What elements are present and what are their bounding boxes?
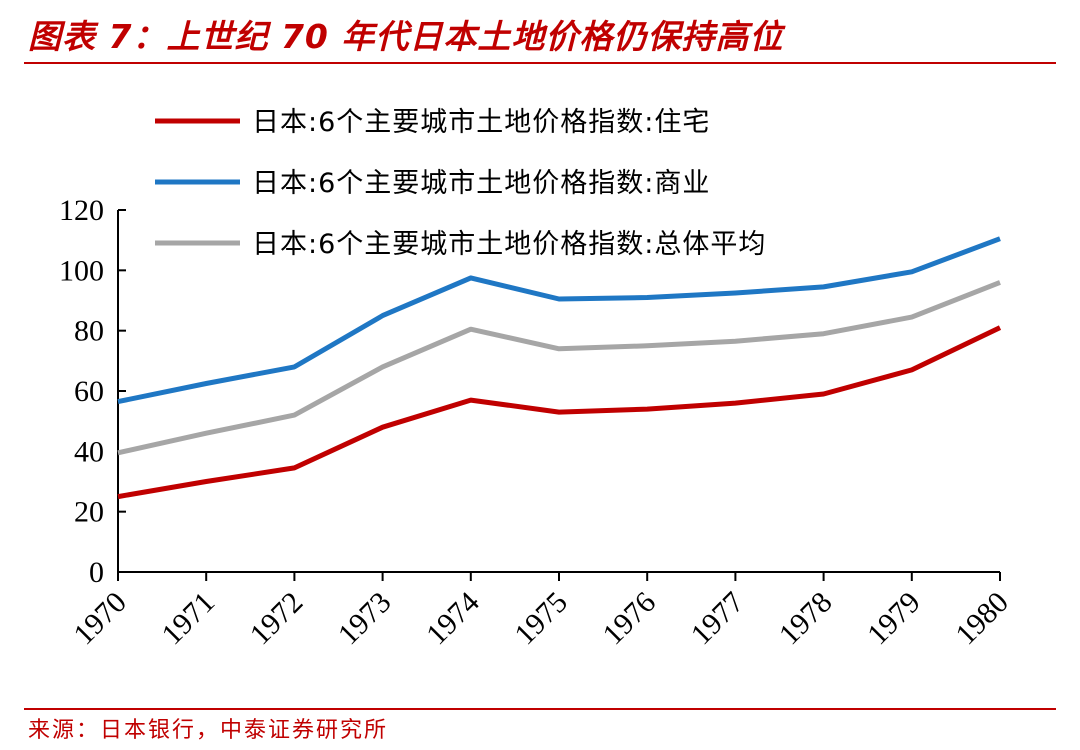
chart-title: 图表 7：上世纪 70 年代日本土地价格仍保持高位 [28, 17, 784, 56]
y-tick-label: 80 [74, 315, 104, 348]
x-tick-label: 1970 [67, 586, 133, 652]
source-note: 来源：日本银行，中泰证券研究所 [28, 718, 389, 743]
legend-label-average: 日本:6个主要城市土地价格指数:总体平均 [252, 229, 766, 260]
x-tick-label: 1978 [773, 586, 839, 652]
y-tick-label: 100 [59, 254, 104, 287]
legend-label-residential: 日本:6个主要城市土地价格指数:住宅 [252, 107, 710, 138]
footer-divider [24, 708, 1056, 710]
series-line-commercial [117, 236, 1001, 405]
x-tick-label: 1972 [244, 586, 310, 652]
title-divider [24, 62, 1056, 64]
x-tick-label: 1979 [861, 586, 927, 652]
y-tick-label: 60 [74, 375, 104, 408]
y-tick-label: 40 [74, 435, 104, 468]
x-tick-label: 1977 [685, 586, 751, 652]
series-line-residential [117, 325, 1002, 500]
x-tick-label: 1976 [596, 586, 662, 652]
y-tick-label: 0 [89, 556, 104, 589]
chart-legend: 日本:6个主要城市土地价格指数:住宅日本:6个主要城市土地价格指数:商业日本:6… [155, 107, 766, 260]
x-tick-label: 1973 [332, 586, 398, 652]
series-line-average [117, 280, 1001, 456]
x-tick-label: 1980 [949, 586, 1015, 652]
x-tick-label: 1974 [420, 586, 486, 652]
x-tick-label: 1975 [508, 586, 574, 652]
y-tick-label: 120 [59, 194, 104, 227]
y-axis: 0 20 40 60 80 100 120 [59, 194, 126, 589]
legend-label-commercial: 日本:6个主要城市土地价格指数:商业 [252, 168, 710, 199]
series-layer [117, 236, 1002, 500]
y-tick-label: 20 [74, 496, 104, 529]
x-tick-label: 1971 [155, 586, 221, 652]
x-axis: 1970 1971 1972 1973 1974 1975 1976 1977 1978 1979… [67, 571, 1015, 652]
